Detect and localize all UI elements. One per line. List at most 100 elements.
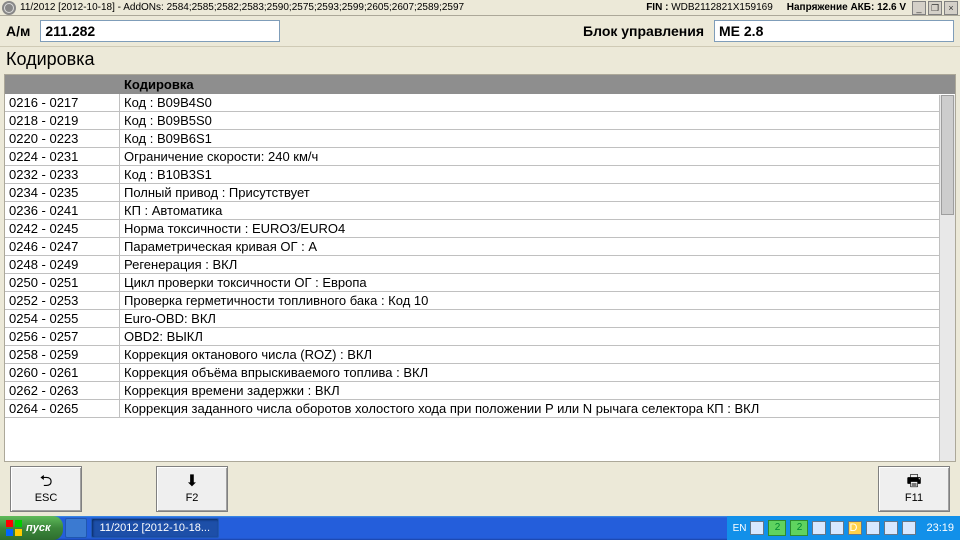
start-label: пуск [26,522,51,534]
function-key-bar: ⮌ ESC ⬇ F2 🖶 F11 [0,462,960,516]
table-row[interactable]: 0216 - 0217Код : B09B4S0 [5,94,955,112]
status-bar: 11/2012 [2012-10-18] - AddONs: 2584;2585… [0,0,960,16]
table-row[interactable]: 0220 - 0223Код : B09B6S1 [5,130,955,148]
scrollbar-thumb[interactable] [941,95,954,215]
down-arrow-icon: ⬇ [185,474,198,490]
cell-value: Код : B10B3S1 [120,166,955,184]
table-row[interactable]: 0234 - 0235Полный привод : Присутствует [5,184,955,202]
tray-icon[interactable] [866,521,880,535]
table-row[interactable]: 0252 - 0253Проверка герметичности топлив… [5,292,955,310]
tray-icon[interactable] [884,521,898,535]
table-row[interactable]: 0248 - 0249Регенерация : ВКЛ [5,256,955,274]
cell-range: 0236 - 0241 [5,202,120,220]
cell-range: 0246 - 0247 [5,238,120,256]
table-row[interactable]: 0256 - 0257OBD2: ВЫКЛ [5,328,955,346]
tray-icon[interactable] [902,521,916,535]
tray-tile-icon[interactable]: 2 [768,520,786,536]
system-tray: EN 2 2 D 23:19 [727,516,960,540]
window-restore-button[interactable]: ❐ [928,1,942,15]
vertical-scrollbar[interactable] [939,95,955,461]
table-row[interactable]: 0224 - 0231Ограничение скорости: 240 км/… [5,148,955,166]
section-title: Кодировка [0,46,960,74]
tray-icon[interactable] [750,521,764,535]
start-button[interactable]: пуск [0,516,63,540]
cell-value: КП : Автоматика [120,202,955,220]
taskbar-app-button-2[interactable]: 11/2012 [2012-10-18... [91,518,220,538]
table-row[interactable]: 0242 - 0245Норма токсичности : EURO3/EUR… [5,220,955,238]
cell-value: Цикл проверки токсичности ОГ : Европа [120,274,955,292]
cell-range: 0218 - 0219 [5,112,120,130]
table-row[interactable]: 0262 - 0263Коррекция времени задержки : … [5,382,955,400]
cell-range: 0250 - 0251 [5,274,120,292]
f2-label: F2 [186,492,199,504]
window-minimize-button[interactable]: _ [912,1,926,15]
table-header: Кодировка [5,75,955,94]
cell-range: 0264 - 0265 [5,400,120,418]
table-row[interactable]: 0218 - 0219Код : B09B5S0 [5,112,955,130]
esc-button[interactable]: ⮌ ESC [10,466,82,512]
cell-value: Код : B09B5S0 [120,112,955,130]
cell-range: 0234 - 0235 [5,184,120,202]
cell-value: Коррекция заданного числа оборотов холос… [120,400,955,418]
cell-value: Код : B09B4S0 [120,94,955,112]
tray-icon[interactable]: D [848,521,862,535]
cell-value: Euro-OBD: ВКЛ [120,310,955,328]
control-unit-input[interactable] [714,20,954,42]
language-indicator[interactable]: EN [733,523,747,534]
printer-icon: 🖶 [906,474,921,490]
table-row[interactable]: 0232 - 0233Код : B10B3S1 [5,166,955,184]
tray-icon[interactable] [830,521,844,535]
table-row[interactable]: 0260 - 0261Коррекция объёма впрыскиваемо… [5,364,955,382]
cell-value: Регенерация : ВКЛ [120,256,955,274]
status-left: 11/2012 [2012-10-18] - AddONs: 2584;2585… [20,2,464,13]
table-row[interactable]: 0258 - 0259Коррекция октанового числа (R… [5,346,955,364]
coding-table: Кодировка 0216 - 0217Код : B09B4S00218 -… [4,74,956,462]
tray-icon[interactable] [812,521,826,535]
cell-range: 0224 - 0231 [5,148,120,166]
cell-value: Полный привод : Присутствует [120,184,955,202]
table-row[interactable]: 0246 - 0247Параметрическая кривая ОГ : A [5,238,955,256]
windows-logo-icon [6,520,22,536]
windows-taskbar: пуск 11/2012 [2012-10-18... EN 2 2 D 23:… [0,516,960,540]
cell-range: 0220 - 0223 [5,130,120,148]
window-close-button[interactable]: × [944,1,958,15]
esc-label: ESC [35,492,58,504]
taskbar-app-button-1[interactable] [65,518,87,538]
col-coding-header: Кодировка [120,75,955,94]
fin-label: FIN : WDB2112821X159169 [646,2,773,13]
f11-label: F11 [905,492,923,504]
cell-value: Проверка герметичности топливного бака :… [120,292,955,310]
tray-tile-icon[interactable]: 2 [790,520,808,536]
cell-range: 0258 - 0259 [5,346,120,364]
brand-logo-icon [2,1,16,15]
cell-range: 0254 - 0255 [5,310,120,328]
taskbar-app-label: 11/2012 [2012-10-18... [100,522,211,534]
cell-value: Коррекция времени задержки : ВКЛ [120,382,955,400]
cell-range: 0260 - 0261 [5,364,120,382]
cell-value: Параметрическая кривая ОГ : A [120,238,955,256]
header-bar: А/м Блок управления [0,16,960,46]
table-row[interactable]: 0250 - 0251Цикл проверки токсичности ОГ … [5,274,955,292]
cell-range: 0242 - 0245 [5,220,120,238]
cell-range: 0256 - 0257 [5,328,120,346]
cell-value: Код : B09B6S1 [120,130,955,148]
cell-value: Коррекция октанового числа (ROZ) : ВКЛ [120,346,955,364]
vehicle-input[interactable] [40,20,280,42]
table-row[interactable]: 0254 - 0255Euro-OBD: ВКЛ [5,310,955,328]
control-unit-label: Блок управления [583,23,704,39]
taskbar-clock[interactable]: 23:19 [926,522,954,534]
cell-value: Ограничение скорости: 240 км/ч [120,148,955,166]
cell-value: OBD2: ВЫКЛ [120,328,955,346]
exit-icon: ⮌ [40,474,53,490]
cell-range: 0248 - 0249 [5,256,120,274]
table-row[interactable]: 0264 - 0265Коррекция заданного числа обо… [5,400,955,418]
f11-button[interactable]: 🖶 F11 [878,466,950,512]
cell-range: 0232 - 0233 [5,166,120,184]
cell-range: 0252 - 0253 [5,292,120,310]
table-row[interactable]: 0236 - 0241КП : Автоматика [5,202,955,220]
f2-button[interactable]: ⬇ F2 [156,466,228,512]
vehicle-label: А/м [6,23,30,39]
voltage-label: Напряжение АКБ: 12.6 V [787,2,906,13]
cell-range: 0262 - 0263 [5,382,120,400]
cell-value: Коррекция объёма впрыскиваемого топлива … [120,364,955,382]
